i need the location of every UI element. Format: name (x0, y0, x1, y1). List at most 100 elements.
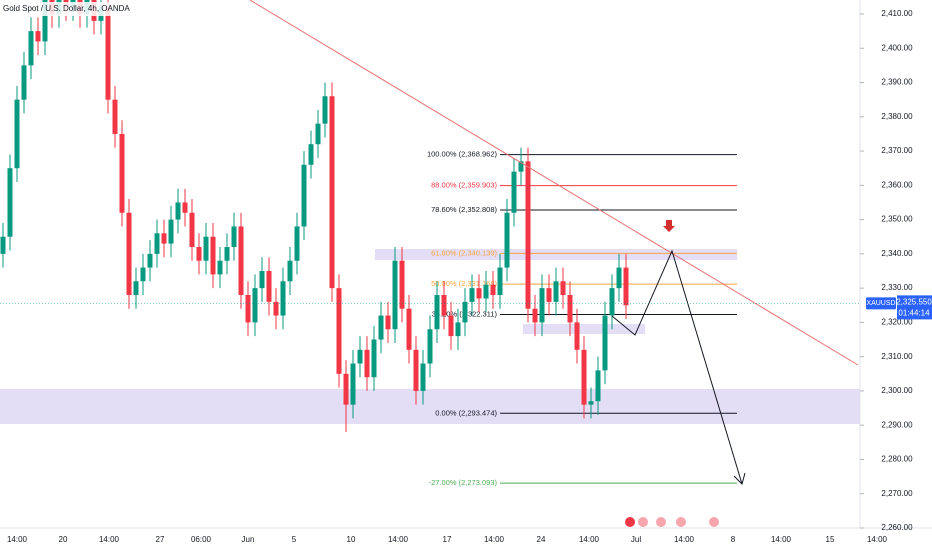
candle-body (504, 212, 510, 268)
candle-body (567, 294, 573, 323)
x-tick-label: Jul (631, 535, 641, 544)
candle-body (126, 212, 132, 295)
candle-body (357, 349, 363, 364)
candle-body (420, 363, 426, 391)
candle-body (238, 226, 244, 295)
candles (0, 0, 629, 433)
candle-body (259, 271, 265, 289)
event-icon (625, 517, 635, 527)
candle-body (385, 315, 391, 330)
candle-body (161, 233, 167, 244)
y-tick-label: 2,370.00 (881, 146, 913, 155)
y-tick-label: 2,260.00 (881, 523, 913, 532)
candle-body (532, 308, 538, 323)
symbol-badge (866, 297, 896, 310)
candle-body (399, 260, 405, 309)
candle-body (560, 281, 566, 295)
candle-body (210, 236, 216, 275)
candle-body (7, 168, 13, 237)
candle-body (427, 329, 433, 364)
candle-body (364, 349, 370, 378)
candle-body (441, 294, 447, 316)
x-tick-label: 20 (59, 535, 68, 544)
candle-body (336, 288, 342, 374)
candle-body (406, 308, 412, 350)
y-tick-label: 2,360.00 (881, 180, 913, 189)
fib-label: 0.00% (2,293.474) (435, 408, 497, 417)
candle-body (0, 236, 6, 254)
candle-body (189, 212, 195, 248)
candle-body (525, 161, 531, 309)
fib-tool: 100.00% (2,368.962) 88.00% (2,359.903) 78.… (427, 150, 737, 487)
x-tick-label: 15 (826, 535, 835, 544)
candle-body (490, 284, 496, 295)
candle-body (140, 267, 146, 282)
chart-title: Gold Spot / U.S. Dollar, 4h, OANDA (3, 4, 130, 13)
candle-body (546, 288, 552, 302)
trend-line (249, 0, 859, 366)
y-tick-label: 2,280.00 (881, 455, 913, 464)
candle-body (294, 226, 300, 261)
resistance-zone (375, 249, 737, 260)
candle-body (476, 288, 482, 299)
symbol-label: XAUUSD (866, 300, 895, 307)
x-tick-label: 14:00 (674, 535, 695, 544)
candle-body (588, 401, 594, 405)
y-tick-label: 2,320.00 (881, 318, 913, 327)
candle-body (539, 288, 545, 323)
x-tick-label: 14:00 (867, 535, 888, 544)
candle-body (497, 267, 503, 295)
x-tick-label: Jun (242, 535, 255, 544)
y-tick-label: 2,380.00 (881, 112, 913, 121)
candle-body (168, 219, 174, 244)
down-arrow (663, 220, 675, 232)
y-tick-label: 2,290.00 (881, 420, 913, 429)
x-tick-label: 14:00 (579, 535, 600, 544)
candle-body (455, 322, 461, 337)
candle-body (21, 65, 27, 100)
x-tick-label: 14:00 (388, 535, 409, 544)
x-tick-label: 24 (537, 535, 546, 544)
fib-label: -27.00% (2,273.093) (429, 478, 498, 487)
candle-body (518, 161, 524, 172)
candle-body (623, 267, 629, 306)
candle-body (343, 373, 349, 405)
candle-body (154, 233, 160, 254)
candle-body (112, 99, 118, 134)
candle-body (203, 236, 209, 261)
x-tick-label: 17 (443, 535, 452, 544)
fib-label: 100.00% (2,368.962) (427, 150, 498, 159)
candle-body (252, 288, 258, 323)
annotations (249, 0, 859, 485)
candle-body (609, 288, 615, 316)
candle-body (581, 349, 587, 405)
candle-body (553, 281, 559, 302)
x-tick-label: 27 (156, 535, 165, 544)
candle-body (483, 284, 489, 299)
candle-body (413, 349, 419, 391)
candle-body (595, 370, 601, 402)
drawings (0, 249, 860, 424)
candle-body (574, 322, 580, 350)
event-icon (676, 517, 686, 527)
last-price-label: 2,325.550 (896, 297, 932, 306)
x-tick-label: 8 (731, 535, 736, 544)
candle-body (273, 301, 279, 316)
x-tick-label: 06:00 (191, 535, 212, 544)
candle-body (196, 247, 202, 261)
x-tick-label: 14:00 (7, 535, 28, 544)
y-tick-label: 2,350.00 (881, 215, 913, 224)
axes: 2,410.00 2,400.00 2,390.00 2,380.00 2,370.00… (0, 9, 932, 544)
candle-body (616, 267, 622, 289)
candle-body (280, 281, 286, 316)
minor-zone (523, 324, 645, 334)
candle-body (175, 202, 181, 220)
candle-body (602, 315, 608, 371)
event-icons (625, 517, 719, 527)
candle-body (378, 315, 384, 340)
y-tick-label: 2,390.00 (881, 78, 913, 87)
fib-label: 88.00% (2,359.903) (431, 181, 497, 190)
y-tick-label: 2,300.00 (881, 386, 913, 395)
candle-body (315, 123, 321, 145)
title-bg (0, 2, 112, 16)
